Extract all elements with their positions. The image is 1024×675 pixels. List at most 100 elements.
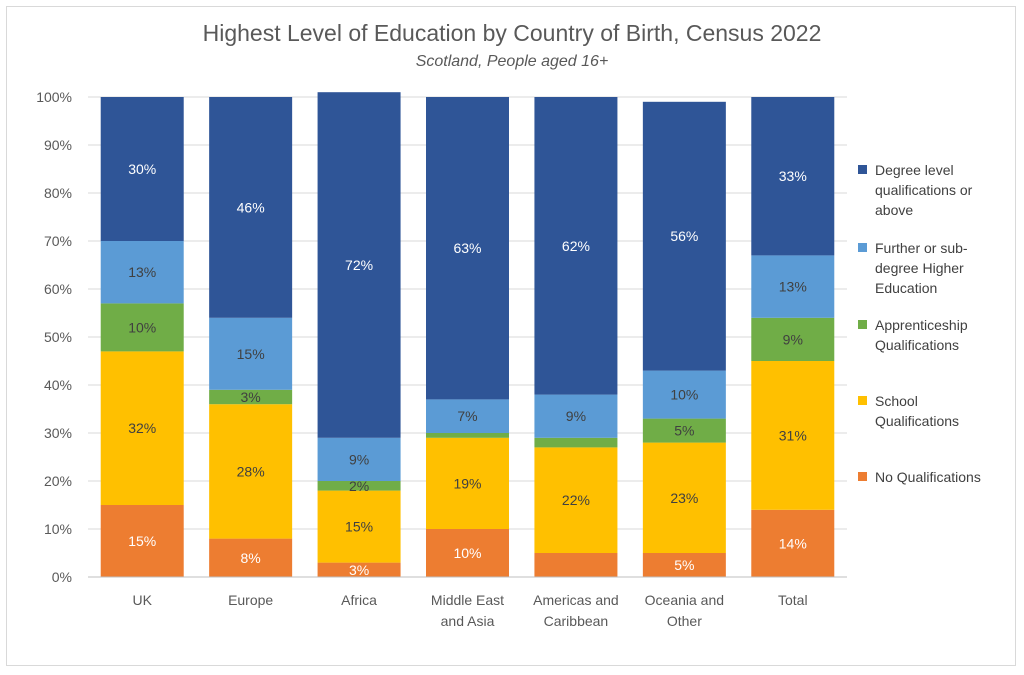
x-tick-label-line: Oceania and [645, 592, 724, 608]
y-tick-label: 20% [44, 473, 72, 489]
bar-segment [534, 447, 618, 553]
legend-label: Apprenticeship Qualifications [875, 317, 968, 353]
data-label: 28% [237, 463, 265, 479]
legend-label: No Qualifications [875, 469, 981, 485]
bar-segment [534, 437, 618, 448]
y-tick-label: 80% [44, 185, 72, 201]
bar-segment [426, 399, 509, 433]
data-label: 5% [674, 557, 694, 573]
legend-swatch [858, 472, 867, 481]
y-tick-label: 30% [44, 425, 72, 441]
y-tick-label: 100% [36, 89, 72, 105]
bar-segment [317, 437, 401, 481]
x-tick-label-line: Other [667, 613, 702, 629]
y-tick-label: 50% [44, 329, 72, 345]
data-label: 31% [779, 427, 807, 443]
data-label: 32% [128, 420, 156, 436]
legend-item-apprenticeship: Apprenticeship Qualifications [858, 315, 1018, 355]
bar-segment [642, 418, 726, 443]
x-tick-label: Total [778, 592, 808, 608]
x-tick-label-line: Caribbean [544, 613, 609, 629]
data-label: 8% [241, 550, 261, 566]
data-label: 13% [128, 264, 156, 280]
bar-segment [534, 394, 618, 438]
bar-segment [426, 437, 509, 529]
x-tick-label: Africa [341, 592, 377, 608]
data-label: 22% [562, 492, 590, 508]
legend-item-degree: Degree level qualifications or above [858, 160, 1018, 220]
x-tick-label: Middle East and Asia [431, 592, 504, 629]
bar-segment [209, 404, 293, 539]
data-label: 3% [349, 562, 369, 578]
legend-swatch [858, 396, 867, 405]
data-label: 23% [670, 490, 698, 506]
x-tick-label-line: and Asia [441, 613, 495, 629]
bar-segment [642, 553, 726, 577]
bar-segment [100, 97, 184, 241]
legend-item-school: School Qualifications [858, 391, 1018, 431]
data-label: 9% [349, 451, 369, 467]
data-label: 5% [674, 423, 694, 439]
bar-segment [100, 241, 184, 304]
y-tick-label: 10% [44, 521, 72, 537]
bar-segment [534, 97, 618, 395]
data-label: 46% [237, 199, 265, 215]
chart-subtitle: Scotland, People aged 16+ [415, 53, 609, 70]
data-label: 33% [779, 168, 807, 184]
x-tick-label-line: Middle East [431, 592, 504, 608]
bar-segment [317, 481, 401, 491]
bar-segment [642, 442, 726, 553]
legend-item-no-qualifications: No Qualifications [858, 467, 1018, 487]
data-label: 30% [128, 161, 156, 177]
bar-segment [751, 361, 835, 510]
bar-segment [751, 255, 835, 318]
data-label: 9% [566, 408, 586, 424]
bar-segment [317, 92, 401, 438]
y-tick-label: 60% [44, 281, 72, 297]
y-tick-label: 70% [44, 233, 72, 249]
data-label: 63% [453, 240, 481, 256]
data-label: 72% [345, 257, 373, 273]
bar-segment [751, 97, 835, 256]
bar-segment [751, 509, 835, 577]
data-label: 15% [237, 346, 265, 362]
legend-label: School Qualifications [875, 393, 960, 429]
x-tick-label: Oceania and Other [645, 592, 724, 629]
legend-label: Degree level qualifications or above [875, 162, 973, 218]
x-tick-label-line: Europe [228, 592, 273, 608]
data-label: 13% [779, 279, 807, 295]
data-label: 15% [128, 533, 156, 549]
x-tick-label-line: Total [778, 592, 808, 608]
bar-segment [209, 317, 293, 390]
data-label: 10% [128, 319, 156, 335]
bar-segment [426, 97, 509, 400]
data-label: 2% [349, 478, 369, 494]
bar-segment [317, 562, 401, 577]
legend-item-further: Further or sub-degree Higher Education [858, 238, 1018, 298]
bar-segment [100, 351, 184, 505]
bar-segment [100, 505, 184, 577]
data-label: 19% [453, 475, 481, 491]
bar-segment [642, 101, 726, 371]
bar-segment [751, 317, 835, 361]
legend-label: Further or sub-degree Higher Education [875, 240, 968, 296]
bar-segment [209, 97, 293, 318]
y-tick-label: 0% [52, 569, 72, 585]
bar-segment [317, 490, 401, 563]
chart-title: Highest Level of Education by Country of… [202, 20, 822, 46]
data-label: 7% [457, 408, 477, 424]
data-label: 10% [453, 545, 481, 561]
x-tick-label-line: Americas and [533, 592, 619, 608]
x-tick-label: UK [132, 592, 152, 608]
legend-swatch [858, 243, 867, 252]
data-label: 15% [345, 519, 373, 535]
legend-swatch [858, 320, 867, 329]
x-tick-label: Europe [228, 592, 273, 608]
x-tick-label-line: UK [132, 592, 152, 608]
bar-segment [100, 303, 184, 352]
data-label: 62% [562, 238, 590, 254]
data-label: 10% [670, 387, 698, 403]
data-label: 9% [783, 331, 803, 347]
bar-segment [209, 389, 293, 405]
bar-segment [426, 529, 509, 577]
